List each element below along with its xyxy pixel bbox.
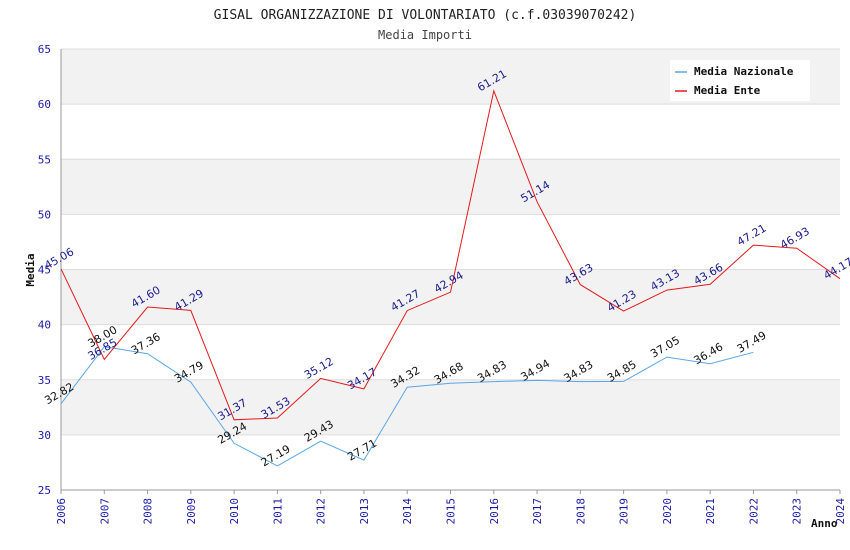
y-tick-label: 25	[38, 484, 51, 497]
x-tick-label: 2020	[661, 498, 674, 525]
plot-band	[61, 214, 840, 270]
x-tick-label: 2023	[791, 498, 804, 525]
series-line-media-ente	[60, 89, 841, 421]
chart-subtitle: Media Importi	[378, 28, 472, 42]
y-tick-label: 60	[38, 98, 51, 111]
x-tick-label: 2006	[55, 498, 68, 525]
y-tick-label: 50	[38, 208, 51, 221]
x-tick-label: 2024	[834, 498, 847, 525]
plot-background-bands	[61, 49, 840, 490]
x-tick-label: 2014	[401, 498, 414, 525]
legend-label-ente: Media Ente	[694, 84, 761, 97]
y-tick-label: 65	[38, 43, 51, 56]
chart-title: GISAL ORGANIZZAZIONE DI VOLONTARIATO (c.…	[214, 8, 637, 23]
x-tick-label: 2007	[98, 498, 111, 525]
y-tick-label: 40	[38, 319, 51, 332]
plot-band	[61, 104, 840, 160]
x-tick-label: 2016	[488, 498, 501, 525]
y-tick-label: 55	[38, 153, 51, 166]
x-tick-label: 2019	[618, 498, 631, 525]
x-axis-label: Anno	[811, 517, 838, 530]
x-tick-labels: 2006 2007 2008 2009 2010 2011 2012 2013 2014 2015…	[55, 490, 847, 525]
x-tick-label: 2017	[531, 498, 544, 525]
x-tick-label: 2009	[185, 498, 198, 525]
y-axis-label: Media	[24, 253, 37, 286]
series-line-media-nazionale	[60, 346, 754, 467]
x-tick-label: 2022	[747, 498, 760, 525]
x-tick-label: 2011	[271, 498, 284, 525]
x-tick-label: 2008	[142, 498, 155, 525]
plot-band	[61, 379, 840, 435]
legend-box	[670, 60, 810, 101]
x-tick-label: 2013	[358, 498, 371, 525]
legend-label-nazionale: Media Nazionale	[694, 65, 794, 78]
y-tick-label: 30	[38, 429, 51, 442]
plot-band	[61, 269, 840, 325]
legend: Media Nazionale Media Ente	[670, 60, 810, 101]
y-tick-label: 45	[38, 264, 51, 277]
x-tick-label: 2010	[228, 498, 241, 525]
y-tick-label: 35	[38, 374, 51, 387]
series-lines	[60, 89, 841, 467]
x-tick-label: 2015	[445, 498, 458, 525]
x-tick-label: 2021	[704, 498, 717, 525]
y-tick-labels: 25 30 35 40 45 50 55 60 65	[38, 43, 51, 497]
x-tick-label: 2018	[574, 498, 587, 525]
plot-band	[61, 324, 840, 380]
plot-band	[61, 434, 840, 490]
plot-band	[61, 159, 840, 215]
x-tick-label: 2012	[315, 498, 328, 525]
